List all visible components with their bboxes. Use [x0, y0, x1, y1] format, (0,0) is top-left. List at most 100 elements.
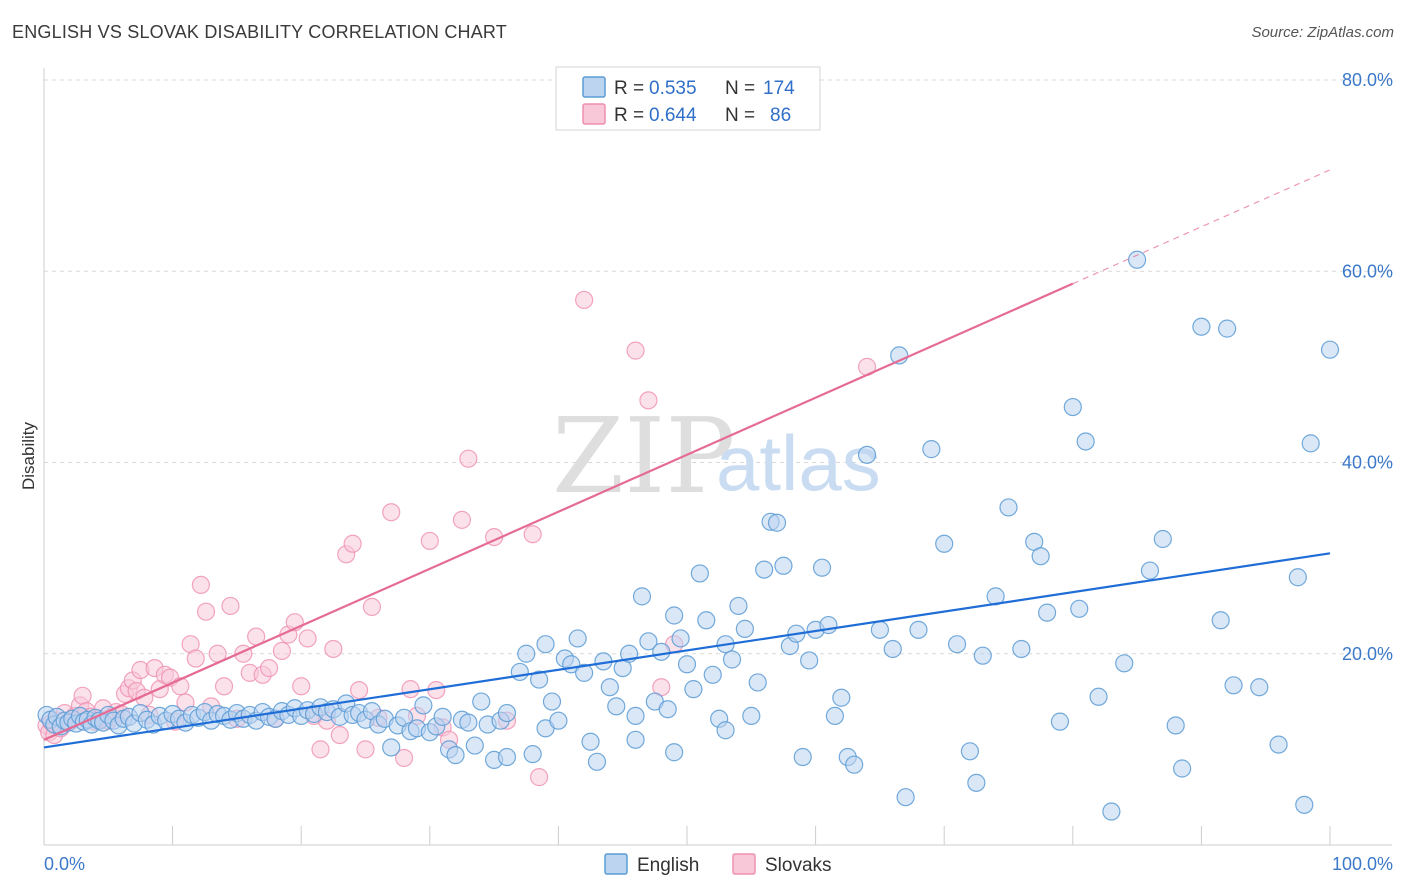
english-point — [967, 773, 986, 792]
english-point — [922, 440, 941, 459]
english-point — [767, 513, 787, 532]
slovaks-point — [214, 677, 234, 696]
english-point — [626, 730, 645, 749]
english-point — [1320, 340, 1340, 359]
english-point — [607, 697, 626, 716]
english-point — [1127, 250, 1147, 269]
english-point — [626, 706, 645, 726]
y-tick-label: 60.0% — [1342, 261, 1393, 281]
chart-source: Source: ZipAtlas.com — [1251, 24, 1394, 41]
english-point — [536, 635, 555, 654]
english-point — [1050, 712, 1070, 731]
english-point — [857, 445, 877, 464]
english-point — [716, 721, 735, 740]
slovaks-point — [311, 740, 330, 759]
slovaks-point — [272, 641, 292, 660]
slovaks-point — [343, 534, 362, 553]
english-point — [632, 587, 652, 606]
slovaks-point — [191, 575, 210, 595]
english-point — [947, 635, 967, 654]
y-axis-title: Disability — [19, 421, 38, 490]
english-point — [800, 651, 819, 670]
english-point — [1102, 802, 1121, 821]
english-point — [1224, 676, 1243, 695]
english-point — [825, 706, 844, 726]
english-point — [1140, 561, 1160, 580]
english-point — [1295, 795, 1314, 814]
slovaks-point — [459, 449, 478, 468]
chart-title: ENGLISH VS SLOVAK DISABILITY CORRELATION… — [12, 22, 507, 42]
english-point — [973, 646, 992, 665]
english-point — [935, 534, 954, 553]
english-n-label: N = — [725, 78, 755, 99]
slovaks-point — [420, 531, 439, 551]
english-point — [523, 745, 542, 764]
slovaks-point — [382, 503, 401, 522]
english-point — [1070, 599, 1089, 618]
y-tick-label: 80.0% — [1342, 70, 1393, 90]
english-point — [433, 707, 452, 726]
english-point — [1211, 611, 1230, 630]
english-point — [459, 713, 478, 732]
english-point — [1153, 529, 1172, 549]
english-point — [690, 564, 709, 583]
english-point — [1288, 568, 1307, 587]
english-point — [652, 642, 671, 661]
english-point — [774, 556, 793, 575]
english-point — [697, 611, 716, 630]
english-point — [581, 732, 600, 751]
slovaks-point — [362, 597, 382, 616]
legend-slovaks-label: Slovaks — [765, 855, 832, 876]
english-point — [600, 678, 619, 697]
english-point — [671, 629, 690, 648]
slovaks-point — [626, 341, 645, 360]
english-point — [568, 629, 587, 648]
english-point — [677, 655, 697, 674]
english-point — [960, 742, 980, 761]
english-point — [658, 700, 677, 719]
slovaks-r-value: 0.644 — [649, 105, 697, 126]
watermark: ZIP atlas — [552, 395, 881, 517]
english-point — [1115, 654, 1134, 673]
english-point — [999, 498, 1018, 517]
x-tick-label: 0.0% — [44, 854, 85, 874]
legend-english-label: English — [637, 855, 699, 876]
english-point — [1063, 397, 1082, 417]
y-tick-label: 20.0% — [1342, 644, 1393, 664]
slovaks-point — [356, 740, 375, 759]
slovaks-point — [292, 677, 311, 696]
slovaks-trendline-extension — [1072, 169, 1331, 285]
slovaks-point — [530, 768, 549, 787]
slovaks-point — [575, 290, 594, 310]
english-point — [497, 747, 517, 767]
english-point — [517, 644, 536, 663]
slovaks-point — [523, 525, 542, 544]
english-point — [587, 752, 607, 771]
slovaks-point — [196, 602, 216, 621]
english-swatch — [582, 76, 606, 98]
english-n-value: 174 — [763, 78, 795, 99]
english-point — [639, 632, 658, 651]
grid-layer — [44, 79, 1392, 655]
english-point — [1012, 639, 1031, 659]
english-point — [793, 747, 812, 767]
slovaks-point — [186, 649, 205, 668]
english-point — [883, 639, 902, 659]
tick-layer: 20.0% 40.0% 60.0% 80.0% 0.0% 100.0% — [43, 70, 1393, 874]
english-point — [729, 596, 748, 616]
slovaks-trendline — [43, 282, 1074, 741]
english-point — [465, 736, 484, 755]
english-point — [1031, 547, 1050, 566]
watermark-zip: ZIP — [552, 395, 735, 517]
series-legend: English Slovaks — [604, 853, 832, 876]
english-point — [575, 663, 594, 682]
english-point — [870, 620, 890, 639]
x-tick-label: 100.0% — [1332, 854, 1393, 874]
english-point — [832, 688, 851, 707]
english-point — [812, 558, 832, 577]
slovaks-point — [394, 748, 414, 768]
english-trendline — [43, 552, 1331, 749]
english-r-label: R = — [614, 78, 644, 99]
slovaks-point — [401, 680, 420, 699]
